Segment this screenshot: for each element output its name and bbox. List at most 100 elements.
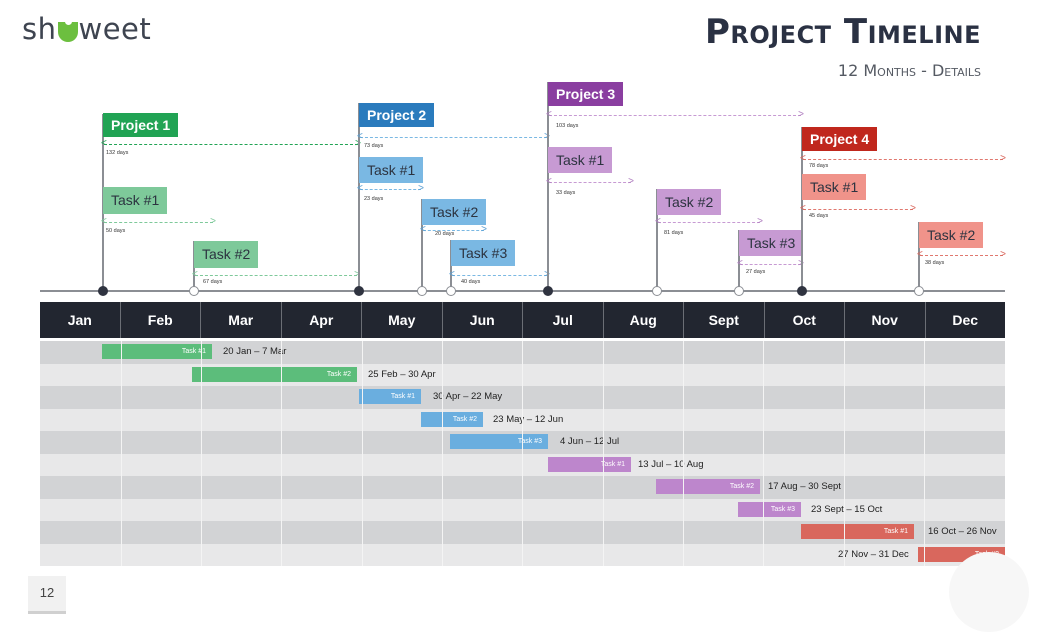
project3-task2-days: 81 days <box>664 230 684 236</box>
gantt-range: 23 Sept – 15 Oct <box>811 503 883 515</box>
project3-days: 103 days <box>556 123 579 129</box>
project1-task1-flag: Task #1 <box>103 187 168 214</box>
month-sept: Sept <box>684 302 765 338</box>
gantt-bar-p2-task2: Task #2 <box>421 411 483 427</box>
project1-task1-arrow <box>101 215 216 229</box>
month-aug: Aug <box>604 302 684 338</box>
project2-days: 73 days <box>364 143 384 149</box>
month-oct: Oct <box>765 302 845 338</box>
gantt-range: 4 Jun – 12 Jul <box>560 436 620 447</box>
grid-divider <box>603 341 604 566</box>
project3-task2-arrow <box>655 215 763 229</box>
project2-task1-flag: Task #1 <box>359 157 424 183</box>
month-jul: Jul <box>523 302 604 338</box>
gantt-bar-p2-task1: Task #1 <box>359 389 421 404</box>
project1-task1-days: 50 days <box>106 228 126 234</box>
project3-task1-arrow <box>546 175 634 189</box>
project4-task2-flag: Task #2 <box>919 222 984 248</box>
project3-duration-arrow <box>546 108 804 122</box>
grid-divider <box>281 341 282 566</box>
project2-flag: Project 2 <box>359 103 435 127</box>
project3-flag: Project 3 <box>548 82 624 106</box>
project4-task1-flag: Task #1 <box>802 174 867 200</box>
project3-task1-flag: Task #1 <box>548 147 613 173</box>
project4-duration-arrow <box>800 152 1006 166</box>
project2-duration-arrow <box>357 130 550 144</box>
grid-divider <box>522 341 523 566</box>
project1-task2-node <box>189 286 199 296</box>
watermark-logo-icon <box>949 552 1029 632</box>
project1-task2-flag: Task #2 <box>194 241 259 268</box>
gantt-bar-p3-task3: Task #3 <box>738 501 801 517</box>
gantt-range: 30 Apr – 22 May <box>433 391 503 402</box>
project4-task1-days: 45 days <box>809 213 829 219</box>
project2-task1-days: 23 days <box>364 196 384 202</box>
gantt-bar-p4-task1: Task #1 <box>801 524 914 539</box>
month-nov: Nov <box>845 302 926 338</box>
month-dec: Dec <box>952 312 979 328</box>
project3-task3-flag: Task #3 <box>739 230 804 256</box>
project1-days: 132 days <box>106 150 129 156</box>
project2-task2-flag: Task #2 <box>422 199 487 225</box>
project2-start-node <box>354 286 364 296</box>
project3-task3-days: 27 days <box>746 269 766 275</box>
project2-task3-arrow <box>449 268 550 282</box>
project1-start-node <box>98 286 108 296</box>
page-subtitle: 12 Months - Details <box>837 61 981 80</box>
grid-divider <box>121 341 122 566</box>
project2-stem <box>358 103 360 290</box>
project2-task2-node <box>417 286 427 296</box>
project3-task1-days: 33 days <box>556 190 576 196</box>
gantt-bar-p3-task2: Task #2 <box>656 479 760 494</box>
project3-task3-arrow <box>737 257 804 271</box>
project1-duration-arrow <box>101 137 361 151</box>
gantt-range: 13 Jul – 10 Aug <box>638 458 704 470</box>
project4-task1-arrow <box>800 202 916 216</box>
project2-task2-days: 20 days <box>435 231 455 237</box>
project1-flag: Project 1 <box>103 113 179 137</box>
month-feb: Feb <box>121 302 201 338</box>
month-may: May <box>362 302 443 338</box>
project2-task1-arrow <box>357 182 424 196</box>
project2-task3-flag: Task #3 <box>451 240 516 266</box>
project3-task2-flag: Task #2 <box>657 189 722 215</box>
project3-start-node <box>543 286 553 296</box>
page-number: 12 <box>28 576 66 614</box>
grid-divider <box>362 341 363 566</box>
project2-task2-stem <box>421 199 423 290</box>
grid-divider <box>683 341 684 566</box>
timeline-axis <box>40 290 1005 292</box>
grid-divider <box>763 341 764 566</box>
grid-divider <box>844 341 845 566</box>
month-header: Jan Feb Mar Apr May Jun Jul Aug Sept Oct… <box>40 302 1005 338</box>
project1-task2-arrow <box>192 268 360 282</box>
month-jun: Jun <box>443 302 523 338</box>
project3-task3-node <box>734 286 744 296</box>
project3-task2-stem <box>656 189 658 290</box>
grid-divider <box>201 341 202 566</box>
logo-leaf-icon <box>57 18 78 42</box>
gantt-range: 25 Feb – 30 Apr <box>368 368 436 380</box>
project2-task3-node <box>446 286 456 296</box>
gantt-range: 27 Nov – 31 Dec <box>838 548 909 560</box>
project4-start-node <box>797 286 807 296</box>
gantt-range: 16 Oct – 26 Nov <box>928 526 997 537</box>
gantt-bar-p1-task1: Task #1 <box>102 344 212 359</box>
month-apr: Apr <box>282 302 362 338</box>
grid-divider <box>442 341 443 566</box>
page-title: Project Timeline <box>704 12 981 52</box>
gantt-range: 17 Aug – 30 Sept <box>768 481 841 492</box>
gantt-range: 20 Jan – 7 Mar <box>223 346 287 357</box>
project4-flag: Project 4 <box>802 127 878 151</box>
project4-task2-arrow <box>917 248 1006 262</box>
project2-task3-days: 40 days <box>461 279 481 285</box>
project4-task2-days: 38 days <box>925 260 945 266</box>
showeet-logo: sh weet <box>22 12 152 46</box>
month-mar: Mar <box>201 302 282 338</box>
project2-task2-arrow <box>420 223 487 237</box>
gantt-range: 23 May – 12 Jun <box>493 413 564 425</box>
grid-divider <box>924 341 925 566</box>
month-jan: Jan <box>40 302 121 338</box>
gantt-bar-p3-task1: Task #1 <box>548 456 631 472</box>
gantt-bar-p2-task3: Task #3 <box>450 434 548 449</box>
